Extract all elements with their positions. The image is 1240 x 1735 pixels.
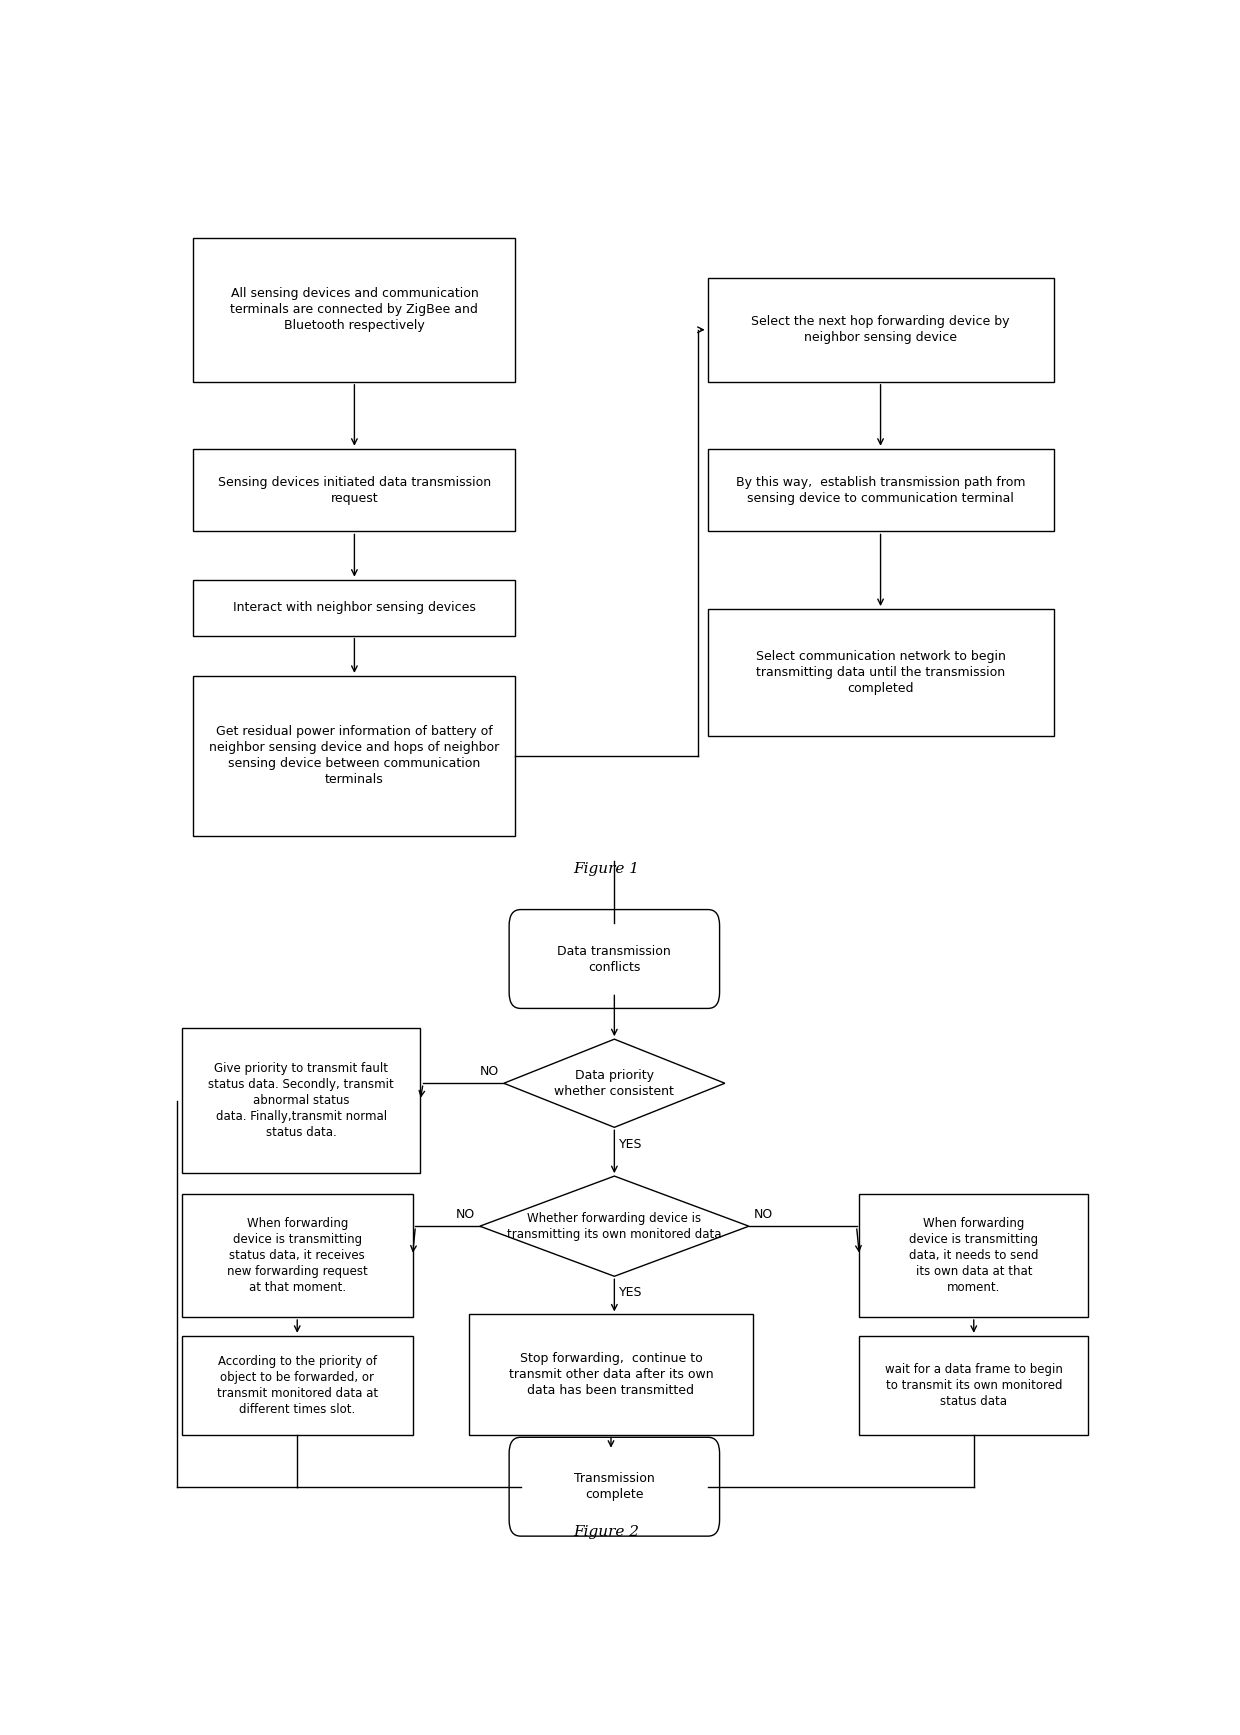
Text: Get residual power information of battery of
neighbor sensing device and hops of: Get residual power information of batter… — [210, 725, 500, 786]
Text: When forwarding
device is transmitting
data, it needs to send
its own data at th: When forwarding device is transmitting d… — [909, 1216, 1039, 1294]
Text: Stop forwarding,  continue to
transmit other data after its own
data has been tr: Stop forwarding, continue to transmit ot… — [508, 1352, 713, 1397]
Text: By this way,  establish transmission path from
sensing device to communication t: By this way, establish transmission path… — [735, 475, 1025, 505]
Text: Select the next hop forwarding device by
neighbor sensing device: Select the next hop forwarding device by… — [751, 316, 1009, 344]
Text: wait for a data frame to begin
to transmit its own monitored
status data: wait for a data frame to begin to transm… — [885, 1362, 1063, 1407]
Bar — [193, 449, 516, 531]
Bar — [859, 1336, 1089, 1435]
Text: According to the priority of
object to be forwarded, or
transmit monitored data : According to the priority of object to b… — [217, 1355, 378, 1416]
Polygon shape — [503, 1039, 725, 1128]
Bar — [193, 579, 516, 635]
Text: When forwarding
device is transmitting
status data, it receives
new forwarding r: When forwarding device is transmitting s… — [227, 1216, 367, 1294]
Text: NO: NO — [480, 1065, 498, 1077]
Text: Data priority
whether consistent: Data priority whether consistent — [554, 1069, 675, 1098]
Bar — [182, 1336, 413, 1435]
Bar — [182, 1029, 420, 1173]
Text: NO: NO — [754, 1208, 773, 1221]
Text: Transmission
complete: Transmission complete — [574, 1473, 655, 1501]
Text: Select communication network to begin
transmitting data until the transmission
c: Select communication network to begin tr… — [755, 651, 1006, 696]
Bar — [708, 278, 1054, 382]
FancyBboxPatch shape — [510, 1437, 719, 1535]
Bar — [182, 1194, 413, 1317]
Text: YES: YES — [619, 1286, 642, 1298]
Text: Figure 1: Figure 1 — [574, 862, 640, 876]
Text: Whether forwarding device is
transmitting its own monitored data: Whether forwarding device is transmittin… — [507, 1211, 722, 1241]
Text: Give priority to transmit fault
status data. Secondly, transmit
abnormal status
: Give priority to transmit fault status d… — [208, 1062, 394, 1140]
Text: Interact with neighbor sensing devices: Interact with neighbor sensing devices — [233, 600, 476, 614]
Bar — [193, 675, 516, 836]
FancyBboxPatch shape — [510, 909, 719, 1008]
Text: Sensing devices initiated data transmission
request: Sensing devices initiated data transmiss… — [218, 475, 491, 505]
Polygon shape — [480, 1176, 749, 1277]
Text: Figure 2: Figure 2 — [574, 1525, 640, 1539]
Text: Data transmission
conflicts: Data transmission conflicts — [558, 944, 671, 973]
Text: NO: NO — [456, 1208, 475, 1221]
Bar — [469, 1315, 753, 1435]
Bar — [708, 609, 1054, 736]
Bar — [708, 449, 1054, 531]
Bar — [859, 1194, 1089, 1317]
Text: All sensing devices and communication
terminals are connected by ZigBee and
Blue: All sensing devices and communication te… — [231, 288, 479, 331]
Text: YES: YES — [619, 1138, 642, 1150]
Bar — [193, 238, 516, 382]
